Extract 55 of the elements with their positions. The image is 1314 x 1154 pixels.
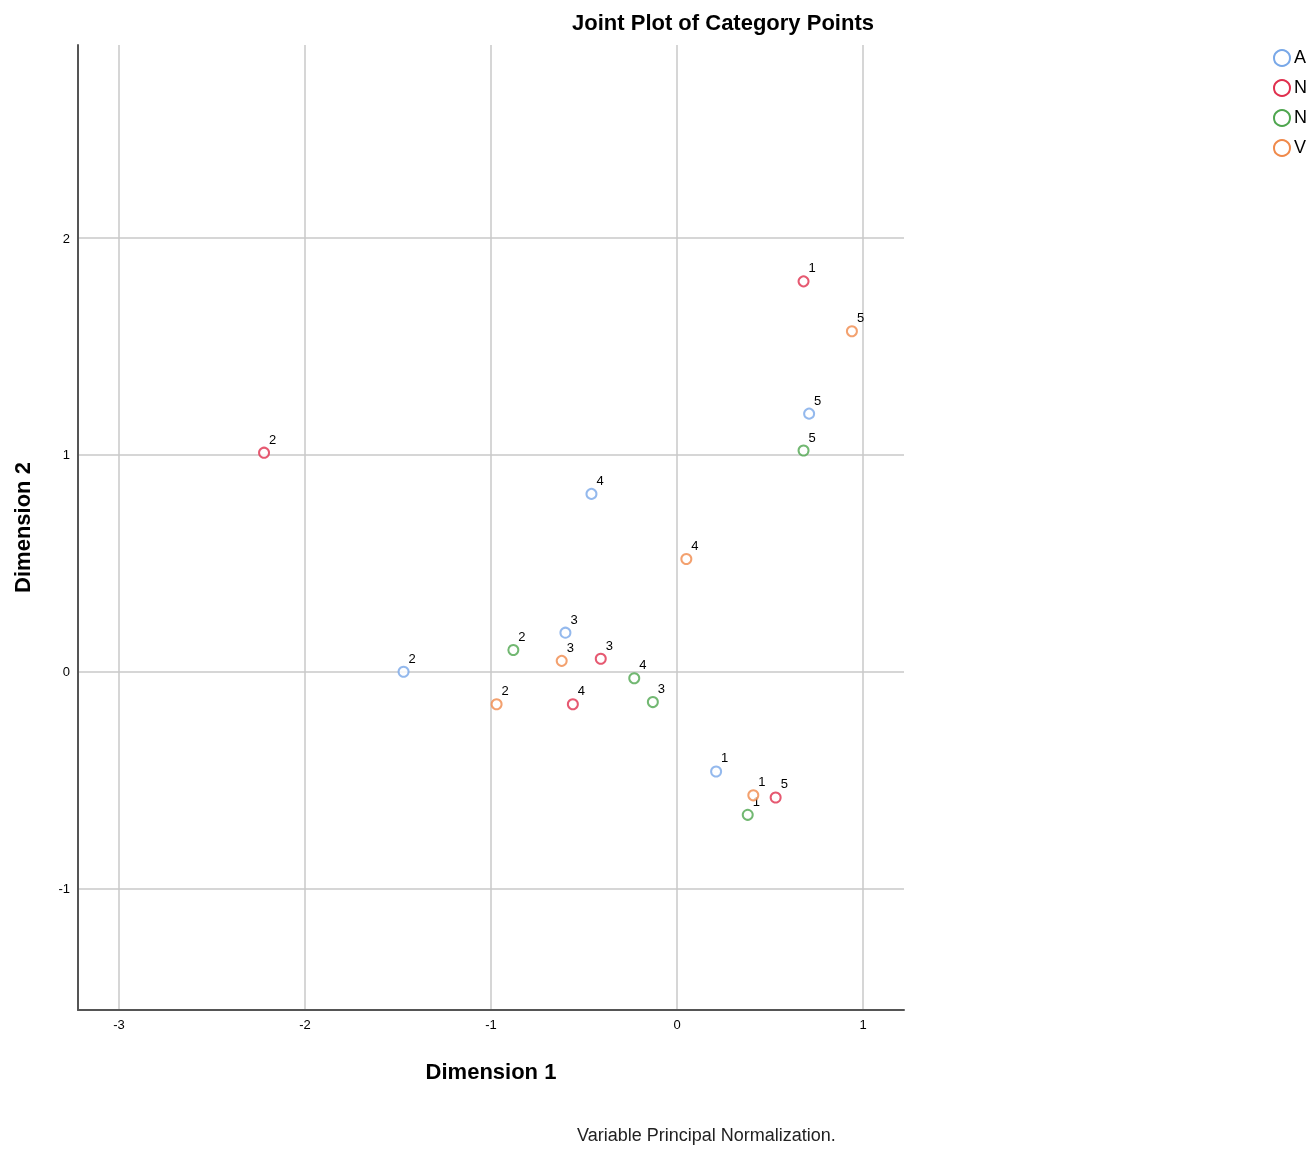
point bbox=[555, 654, 568, 667]
point bbox=[566, 698, 579, 711]
point bbox=[797, 444, 810, 457]
x-tick-label: -1 bbox=[485, 1017, 497, 1032]
y-tick-label: -1 bbox=[58, 881, 70, 897]
annotation: 5 bbox=[814, 392, 822, 408]
point bbox=[710, 765, 723, 778]
x-tick-label: 0 bbox=[673, 1017, 681, 1032]
point bbox=[559, 626, 572, 639]
point bbox=[803, 407, 816, 420]
annotation: 1 bbox=[758, 774, 766, 790]
annotation: 4 bbox=[577, 683, 586, 699]
annotation: 2 bbox=[408, 650, 416, 666]
annotation: 5 bbox=[856, 310, 865, 326]
y-tick-label: 1 bbox=[62, 447, 70, 463]
y-tick-label: 0 bbox=[62, 664, 70, 680]
chart-title: Joint Plot of Category Points bbox=[572, 9, 874, 35]
annotation: 4 bbox=[639, 657, 647, 673]
point bbox=[680, 552, 693, 565]
point bbox=[490, 698, 503, 711]
annotation: 3 bbox=[605, 637, 613, 653]
legend-label: N bbox=[1294, 107, 1307, 127]
point bbox=[845, 325, 858, 338]
annotation: 4 bbox=[691, 537, 699, 553]
annotation: 3 bbox=[657, 681, 666, 697]
point bbox=[769, 791, 782, 804]
legend-label: A bbox=[1294, 47, 1307, 67]
point bbox=[797, 275, 810, 288]
point bbox=[585, 487, 598, 500]
point bbox=[741, 808, 754, 821]
x-tick-label: -3 bbox=[113, 1017, 125, 1032]
annotation: 1 bbox=[808, 260, 816, 276]
annotation: 5 bbox=[808, 429, 816, 445]
text: Variable Principal Normalization. bbox=[577, 1125, 836, 1145]
y-tick-label: 2 bbox=[62, 230, 70, 246]
annotation: 2 bbox=[269, 431, 277, 447]
point bbox=[628, 672, 641, 685]
annotation: 2 bbox=[518, 629, 526, 645]
x-axis-title: Dimension 1 bbox=[425, 1058, 557, 1084]
annotation: 2 bbox=[501, 683, 509, 699]
point bbox=[507, 644, 520, 657]
legend-label: V bbox=[1294, 137, 1307, 157]
x-tick-label: -2 bbox=[299, 1017, 311, 1032]
point bbox=[594, 652, 607, 665]
annotation: 1 bbox=[721, 750, 729, 766]
point bbox=[397, 665, 410, 678]
legend-label: N bbox=[1294, 77, 1307, 97]
x-tick-label: 1 bbox=[859, 1017, 867, 1032]
annotation: 5 bbox=[780, 776, 788, 792]
y-axis-title: Dimension 2 bbox=[9, 462, 35, 593]
annotation: 4 bbox=[596, 472, 604, 488]
point bbox=[258, 446, 271, 459]
annotation: 3 bbox=[570, 611, 578, 627]
point bbox=[646, 696, 659, 709]
annotation: 3 bbox=[566, 639, 574, 655]
